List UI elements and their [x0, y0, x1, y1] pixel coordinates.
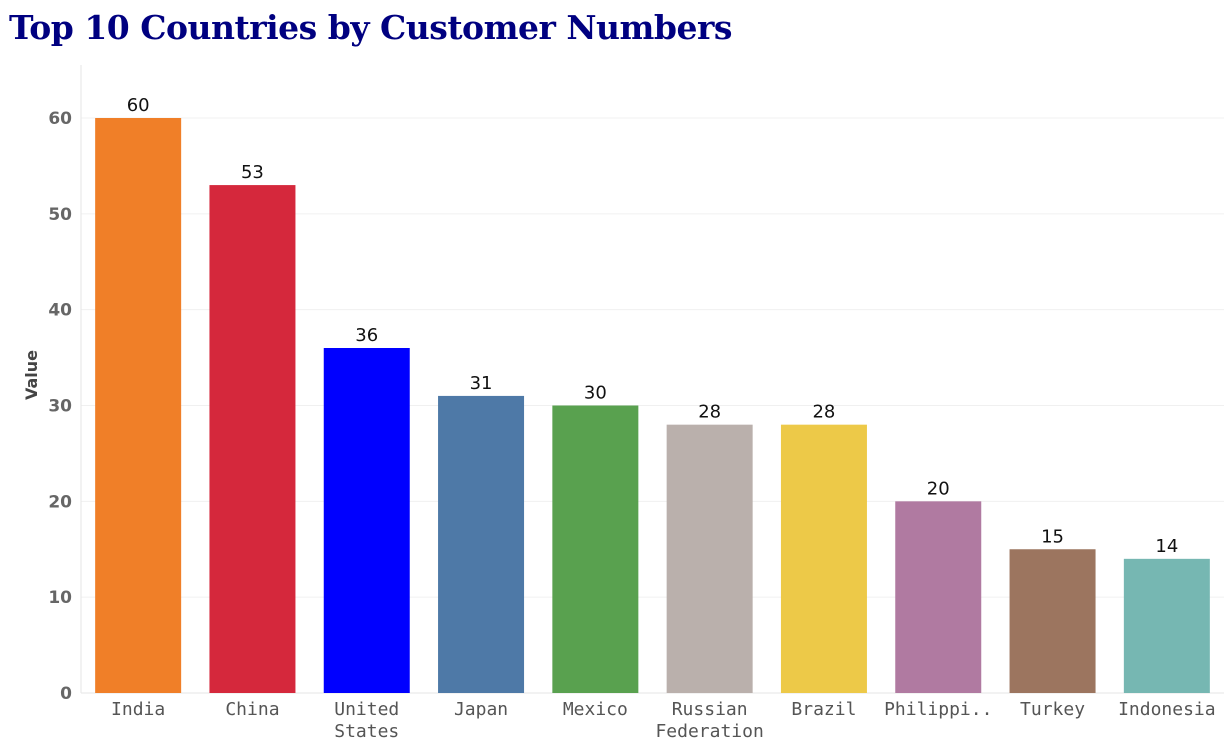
data-label: 53	[241, 162, 264, 183]
data-label: 31	[470, 373, 493, 394]
bar	[895, 501, 982, 693]
y-tick-label: 30	[48, 397, 72, 417]
x-tick-label: Philippi..	[884, 699, 992, 720]
data-label: 36	[355, 325, 378, 346]
data-label: 28	[812, 402, 835, 423]
bar	[666, 424, 753, 693]
bar	[209, 185, 296, 694]
x-tick-label: China	[225, 699, 279, 720]
data-label: 60	[127, 95, 150, 116]
x-tick-label: Japan	[454, 699, 508, 720]
bar	[438, 395, 525, 693]
x-tick-label: United	[334, 699, 399, 720]
bar	[1009, 549, 1096, 693]
y-tick-label: 0	[60, 684, 72, 704]
data-label: 30	[584, 383, 607, 404]
bar	[1123, 558, 1210, 693]
bars	[95, 118, 1210, 694]
y-tick-label: 50	[48, 205, 72, 225]
data-label: 15	[1041, 526, 1064, 547]
y-tick-label: 20	[48, 492, 72, 512]
x-tick-label: India	[111, 699, 165, 720]
y-axis-label: Value	[22, 350, 41, 400]
y-tick-labels: 0 10 20 30 40 50 60	[48, 109, 72, 704]
bar	[323, 348, 410, 693]
x-tick-label: Mexico	[563, 699, 628, 720]
x-tick-label: Brazil	[791, 699, 856, 720]
data-labels: 60 53 36 31 30 28 28 20 15 14	[127, 95, 1179, 557]
bar	[95, 118, 182, 693]
x-tick-label: Russian	[672, 699, 748, 720]
bar	[780, 424, 867, 693]
x-tick-label: Turkey	[1020, 699, 1085, 720]
x-tick-label: States	[334, 721, 399, 742]
y-tick-label: 40	[48, 301, 72, 321]
chart-title: Top 10 Countries by Customer Numbers	[9, 8, 732, 47]
x-tick-label: Federation	[655, 721, 763, 742]
y-tick-label: 10	[48, 588, 72, 608]
data-label: 28	[698, 402, 721, 423]
x-tick-label: Indonesia	[1118, 699, 1216, 720]
data-label: 20	[927, 478, 950, 499]
data-label: 14	[1155, 536, 1178, 557]
y-tick-label: 60	[48, 109, 72, 129]
bar	[552, 405, 639, 693]
